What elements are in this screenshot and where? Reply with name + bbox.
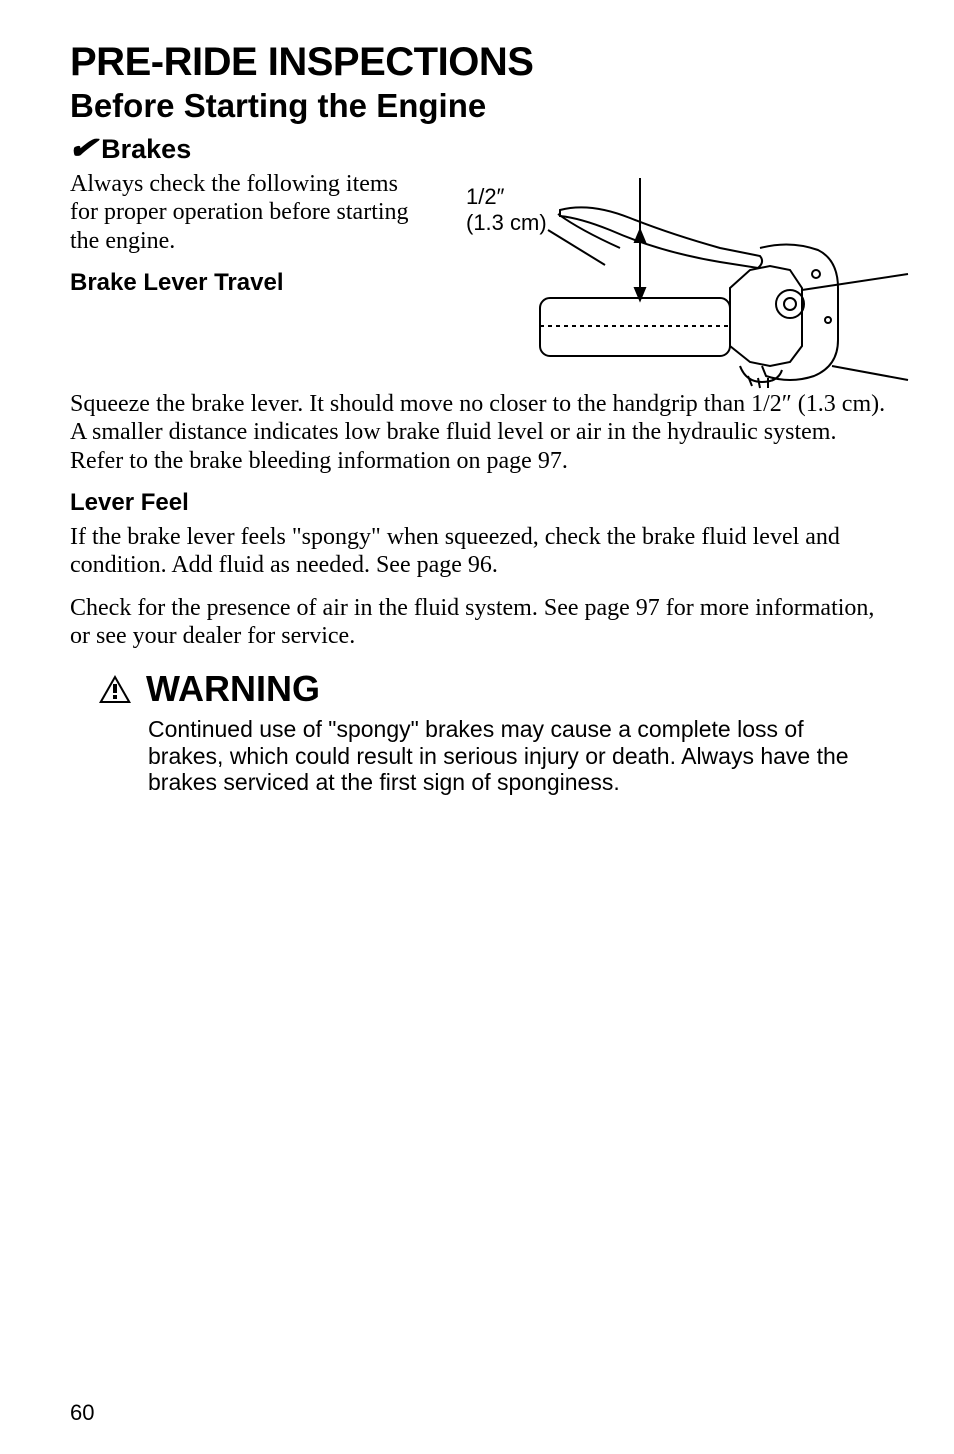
diagram-label-line2: (1.3 cm) [466,210,547,235]
page-number: 60 [70,1400,94,1426]
warning-heading-row: WARNING [98,668,894,710]
warning-section: WARNING Continued use of "spongy" brakes… [70,668,894,795]
diagram-label-line1: 1/2″ [466,184,504,209]
intro-and-diagram-row: Always check the following items for pro… [70,170,894,390]
diagram-dimension-label: 1/2″ (1.3 cm) [466,184,547,237]
brakes-heading-row: ✔Brakes [70,131,894,166]
brakes-heading: Brakes [101,134,191,164]
brake-lever-p1: Squeeze the brake lever. It should move … [70,390,894,418]
warning-body: Continued use of "spongy" brakes may cau… [148,716,884,795]
warning-triangle-icon [98,674,132,704]
subtitle: Before Starting the Engine [70,87,894,125]
main-title: PRE-RIDE INSPECTIONS [70,40,894,85]
brake-lever-diagram: 1/2″ (1.3 cm) [430,170,910,390]
brake-lever-p2: A smaller distance indicates low brake f… [70,418,894,475]
brake-lever-heading: Brake Lever Travel [70,269,410,297]
warning-heading: WARNING [146,668,320,710]
intro-text: Always check the following items for pro… [70,170,410,255]
check-icon: ✔ [67,131,97,166]
lever-feel-heading: Lever Feel [70,489,894,517]
lever-feel-p2: Check for the presence of air in the flu… [70,594,894,651]
lever-feel-p1: If the brake lever feels "spongy" when s… [70,523,894,580]
intro-column: Always check the following items for pro… [70,170,410,303]
